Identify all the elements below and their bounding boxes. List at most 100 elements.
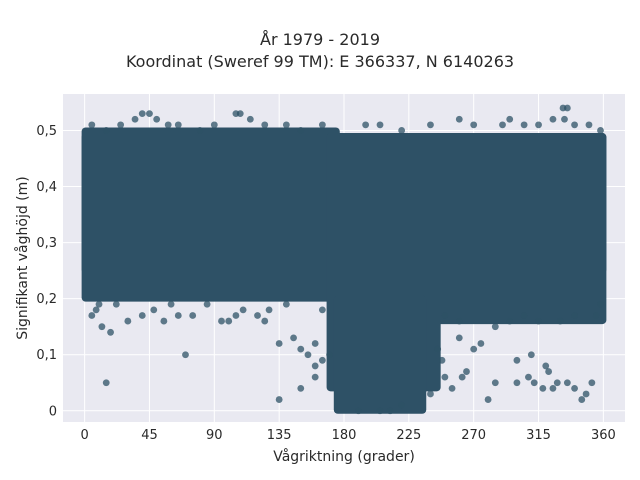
scatter-point — [311, 373, 319, 381]
scatter-point — [282, 300, 290, 308]
scatter-point — [597, 300, 604, 308]
scatter-point — [297, 384, 305, 392]
dense-region — [427, 133, 607, 325]
scatter-point — [153, 115, 161, 123]
scatter-point — [95, 300, 103, 308]
scatter-point — [506, 317, 514, 325]
scatter-point — [174, 312, 182, 319]
scatter-point — [275, 340, 283, 347]
x-tick-label: 225 — [396, 428, 421, 443]
scatter-point — [311, 362, 319, 370]
y-tick-label: 0,1 — [36, 348, 57, 363]
scatter-point — [138, 110, 146, 118]
scatter-point — [138, 312, 146, 319]
scatter-point — [297, 345, 305, 353]
scatter-point — [427, 390, 434, 398]
scatter-point — [491, 323, 499, 331]
x-tick-label: 360 — [591, 428, 616, 443]
scatter-point — [527, 351, 535, 359]
scatter-point — [282, 121, 290, 129]
scatter-point — [311, 340, 319, 347]
scatter-point — [463, 368, 470, 375]
x-tick-label: 315 — [526, 428, 551, 443]
scatter-point — [290, 334, 297, 342]
scatter-point — [582, 390, 590, 398]
scatter-point — [525, 373, 532, 381]
scatter-point — [484, 396, 492, 403]
scatter-point — [513, 379, 521, 387]
scatter-point — [506, 115, 514, 123]
scatter-point — [455, 334, 463, 342]
scatter-point — [571, 312, 578, 319]
x-tick-label: 270 — [461, 428, 486, 443]
y-tick-label: 0,4 — [36, 180, 57, 195]
scatter-point — [434, 345, 442, 353]
scatter-point — [398, 127, 406, 134]
scatter-point — [160, 317, 168, 325]
scatter-point — [571, 384, 578, 392]
scatter-point — [520, 121, 528, 129]
scatter-point — [182, 351, 189, 359]
scatter-point — [117, 121, 125, 129]
scatter-point — [477, 340, 485, 347]
scatter-point — [441, 312, 449, 319]
scatter-point — [539, 384, 547, 392]
scatter-point — [146, 110, 153, 118]
chart-title-line-2: Koordinat (Sweref 99 TM): E 366337, N 61… — [125, 52, 515, 71]
scatter-point — [376, 407, 384, 415]
scatter-point — [499, 121, 506, 129]
scatter-point — [386, 407, 394, 415]
scatter-point — [210, 121, 218, 129]
scatter-point — [203, 300, 211, 308]
scatter-point — [438, 356, 446, 364]
scatter-point — [92, 306, 100, 314]
scatter-point — [427, 121, 434, 129]
scatter-point — [398, 401, 406, 409]
scatter-point — [318, 356, 326, 364]
scatter-point — [107, 328, 114, 336]
scatter-point — [556, 317, 564, 325]
scatter-point — [261, 121, 269, 129]
dense-region — [81, 127, 340, 302]
scatter-point — [318, 121, 326, 129]
scatter-point — [597, 127, 604, 134]
scatter-point — [355, 407, 362, 415]
scatter-point — [261, 317, 269, 325]
y-axis-label: Signifikant våghöjd (m) — [14, 176, 31, 339]
x-tick-labels: 0 45 90 135 180 225 270 315 360 — [80, 428, 615, 443]
scatter-point — [549, 384, 557, 392]
scatter-point — [561, 115, 568, 123]
scatter-point — [545, 368, 553, 375]
y-tick-label: 0,5 — [36, 124, 57, 139]
x-tick-label: 90 — [206, 428, 223, 443]
scatter-point — [254, 312, 261, 319]
scatter-point — [189, 312, 197, 319]
scatter-point — [218, 317, 225, 325]
scatter-point — [448, 384, 456, 392]
x-tick-label: 45 — [141, 428, 158, 443]
scatter-point — [131, 115, 139, 123]
scatter-point — [535, 121, 542, 129]
scatter-point — [553, 379, 561, 387]
scatter-point — [578, 396, 586, 403]
scatter-point — [196, 127, 204, 134]
scatter-point — [513, 356, 521, 364]
scatter-point — [124, 317, 132, 325]
scatter-point — [592, 312, 600, 319]
scatter-point — [265, 306, 273, 314]
y-tick-label: 0,3 — [36, 236, 57, 251]
scatter-point — [441, 373, 449, 381]
scatter-point — [455, 317, 463, 325]
y-tick-label: 0 — [49, 404, 57, 419]
scatter-point — [549, 115, 557, 123]
scatter-point — [239, 306, 247, 314]
scatter-points — [88, 104, 604, 415]
x-tick-label: 135 — [267, 428, 292, 443]
scatter-point — [150, 306, 158, 314]
scatter-point — [232, 312, 240, 319]
scatter-point — [535, 317, 542, 325]
scatter-point — [102, 379, 110, 387]
scatter-point — [470, 121, 478, 129]
